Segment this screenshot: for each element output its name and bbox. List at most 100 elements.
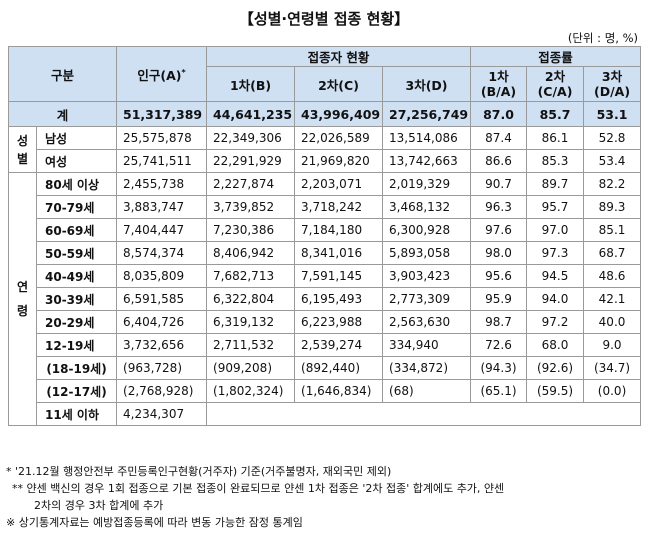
cell-dose3: 3,468,132 <box>382 195 472 219</box>
header-dose1: 1차(B) <box>206 66 296 102</box>
header-row-2: 1차(B) 2차(C) 3차(D) 1차 (B/A) 2차 (C/A) 3차 (D/A… <box>9 66 642 102</box>
cell-rate1: 72.6 <box>470 333 528 357</box>
cell-population: 7,404,447 <box>116 218 208 242</box>
header-category: 구분 <box>7 46 118 102</box>
cell-population: 6,591,585 <box>116 287 208 311</box>
cell-dose1: 22,291,929 <box>206 149 296 173</box>
row-label: 12-19세 <box>35 333 118 357</box>
cell-rate3: 53.4 <box>583 149 642 173</box>
age-sub-row: (18-19세) (963,728) (909,208) (892,440) (334,… <box>9 356 642 380</box>
cell-rate1: 98.0 <box>470 241 528 265</box>
row-label: 70-79세 <box>35 195 118 219</box>
cell-dose2: 7,184,180 <box>294 218 384 242</box>
cell-dose3: 13,514,086 <box>382 126 472 150</box>
cell-rate3: 9.0 <box>583 333 642 357</box>
cell-dose2: 2,203,071 <box>294 172 384 196</box>
cell-rate3: 89.3 <box>583 195 642 219</box>
row-label: 20-29세 <box>35 310 118 334</box>
sex-side-label-char: 성 <box>16 133 29 148</box>
cell-dose2: 22,026,589 <box>294 126 384 150</box>
cell-population: 3,732,656 <box>116 333 208 357</box>
row-label: 30-39세 <box>35 287 118 311</box>
cell-rate1: 97.6 <box>470 218 528 242</box>
footnote-2-cont: 2차의 경우 3차 합계에 추가 <box>34 499 164 512</box>
cell-rate3: (0.0) <box>583 379 642 403</box>
cell-rate3: 82.2 <box>583 172 642 196</box>
cell-rate2: 97.2 <box>526 310 585 334</box>
cell-dose2: 3,718,242 <box>294 195 384 219</box>
cell-dose3: 3,903,423 <box>382 264 472 288</box>
cell-population: (2,768,928) <box>116 379 208 403</box>
cell-dose2: (892,440) <box>294 356 384 380</box>
total-dose1: 44,641,235 <box>206 101 296 127</box>
row-label: 11세 이하 <box>35 402 118 426</box>
cell-dose2: 7,591,145 <box>294 264 384 288</box>
sex-row: 성 별 남성 25,575,878 22,349,306 22,026,589 13,514… <box>8 126 642 173</box>
cell-dose3: 6,300,928 <box>382 218 472 242</box>
total-label: 계 <box>7 101 118 127</box>
row-label: (12-17세) <box>35 379 118 403</box>
row-label: 80세 이상 <box>35 172 118 196</box>
header-rate3: 3차 (D/A) <box>583 66 642 102</box>
cell-dose3: 2,019,329 <box>382 172 472 196</box>
cell-dose2: 6,223,988 <box>294 310 384 334</box>
row-label: 40-49세 <box>35 264 118 288</box>
cell-rate3: 85.1 <box>583 218 642 242</box>
cell-population: 3,883,747 <box>116 195 208 219</box>
cell-dose3: (68) <box>382 379 472 403</box>
cell-population: 6,404,726 <box>116 310 208 334</box>
cell-population: (963,728) <box>116 356 208 380</box>
cell-dose1: 7,682,713 <box>206 264 296 288</box>
age-row: 70-79세 3,883,747 3,739,852 3,718,242 3,468,1… <box>9 195 642 219</box>
cell-dose1: (909,208) <box>206 356 296 380</box>
header-vaccinated-group: 접종자 현황 <box>206 46 472 67</box>
unit-label: (단위 : 명, %) <box>567 31 638 45</box>
cell-rate1: 87.4 <box>470 126 528 150</box>
total-population: 51,317,389 <box>116 101 208 127</box>
age-row: 40-49세 8,035,809 7,682,713 7,591,145 3,903,4… <box>9 264 642 288</box>
total-rate2: 85.7 <box>526 101 585 127</box>
cell-population: 25,575,878 <box>116 126 208 150</box>
cell-population: 2,455,738 <box>116 172 208 196</box>
age-row: 30-39세 6,591,585 6,322,804 6,195,493 2,773,3… <box>9 287 642 311</box>
cell-dose1: 2,711,532 <box>206 333 296 357</box>
cell-rate2: 86.1 <box>526 126 585 150</box>
cell-rate1: 95.6 <box>470 264 528 288</box>
cell-dose3: 13,742,663 <box>382 149 472 173</box>
cell-rate3: 40.0 <box>583 310 642 334</box>
header-rate-group: 접종률 <box>470 46 642 67</box>
age-side-label-char: 령 <box>16 304 29 318</box>
total-rate1: 87.0 <box>470 101 528 127</box>
row-label: 여성 <box>35 149 118 173</box>
cell-rate1: (94.3) <box>470 356 528 380</box>
cell-rate3: 52.8 <box>583 126 642 150</box>
cell-rate3: 68.7 <box>583 241 642 265</box>
age-row: 연 령 80세 이상 2,455,738 2,227,874 2,203,071 2,019… <box>8 172 642 426</box>
row-label: 60-69세 <box>35 218 118 242</box>
cell-rate1: 95.9 <box>470 287 528 311</box>
header-dose2: 2차(C) <box>294 66 384 102</box>
cell-rate3: 48.6 <box>583 264 642 288</box>
cell-population: 25,741,511 <box>116 149 208 173</box>
header-rate1: 1차 (B/A) <box>470 66 528 102</box>
cell-dose1: 22,349,306 <box>206 126 296 150</box>
cell-dose1: 7,230,386 <box>206 218 296 242</box>
footnote-3: ※ 상기통계자료는 예방접종등록에 따라 변동 가능한 잠정 통계임 <box>6 516 303 529</box>
cell-rate2: 89.7 <box>526 172 585 196</box>
empty-cells <box>206 402 642 426</box>
footnotes: * '21.12월 행정안전부 주민등록인구현황(거주자) 기준(거주불명자, … <box>6 463 646 531</box>
cell-rate2: 94.0 <box>526 287 585 311</box>
cell-rate2: (59.5) <box>526 379 585 403</box>
cell-dose2: (1,646,834) <box>294 379 384 403</box>
footnote-1: * '21.12월 행정안전부 주민등록인구현황(거주자) 기준(거주불명자, … <box>6 465 392 478</box>
cell-dose1: 2,227,874 <box>206 172 296 196</box>
age-row-under-11: 11세 이하 4,234,307 <box>9 402 642 426</box>
cell-dose3: 2,563,630 <box>382 310 472 334</box>
header-rate2: 2차 (C/A) <box>526 66 585 102</box>
cell-rate2: 94.5 <box>526 264 585 288</box>
cell-rate1: 98.7 <box>470 310 528 334</box>
header-row-1: 구분 인구(A)* 접종자 현황 접종률 <box>7 46 642 102</box>
cell-population: 8,574,374 <box>116 241 208 265</box>
cell-rate1: 96.3 <box>470 195 528 219</box>
cell-rate2: (92.6) <box>526 356 585 380</box>
